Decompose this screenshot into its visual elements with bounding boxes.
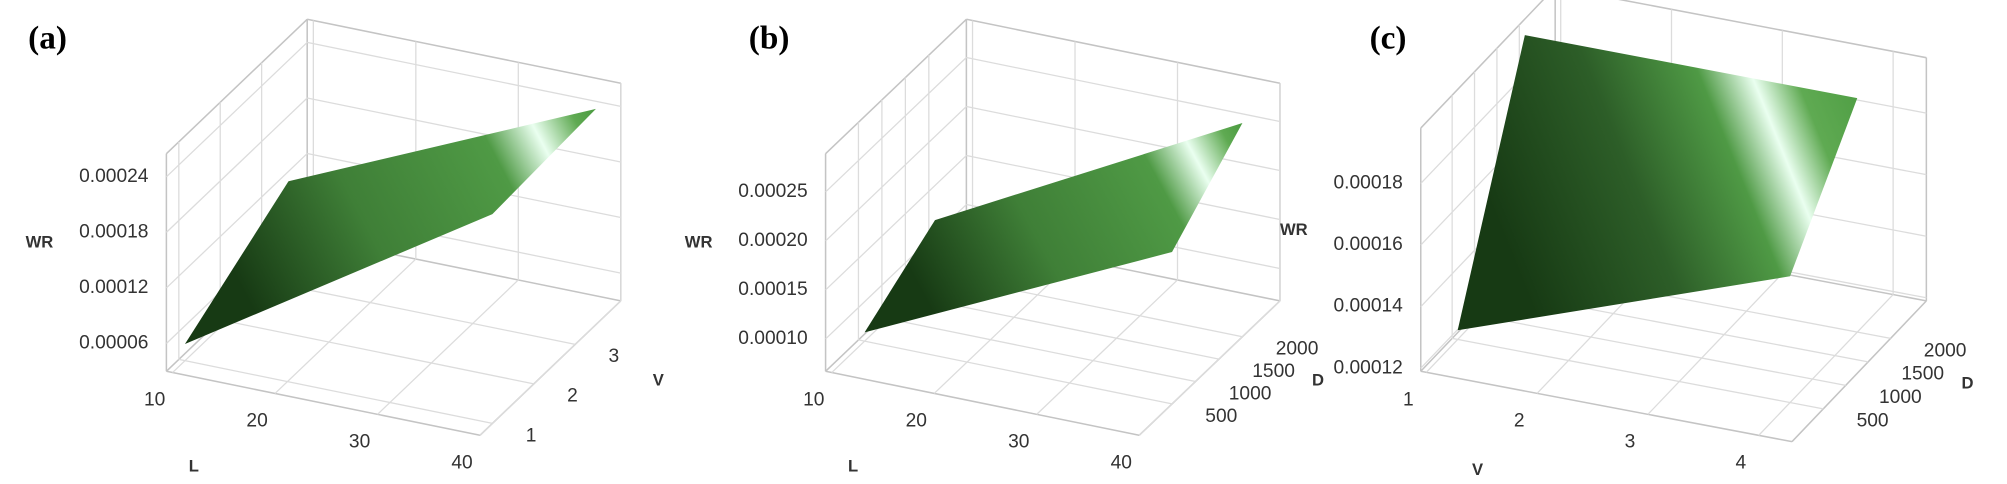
y-tick-label: 3: [609, 346, 620, 367]
y-tick-label: 2000: [1924, 340, 1967, 361]
box-edge: [1791, 300, 1927, 443]
box-edge: [1618, 0, 1927, 59]
surface-plot: 0.00012 0.00014 0.00016 0.00018 1 2 3 4 500 10001…: [1280, 0, 1974, 479]
grid-line: [966, 105, 1281, 172]
x-tick-label: 4: [1735, 453, 1746, 474]
grid-line: [1036, 279, 1178, 415]
grid-line: [858, 339, 1173, 405]
z-tick-label: 0.00012: [1333, 357, 1402, 378]
box-edge: [307, 18, 621, 85]
box-edge: [1420, 0, 1545, 129]
surface-plot: 0.000100.000150.000200.00025102030405001…: [685, 18, 1324, 476]
box-edge: [166, 370, 481, 437]
box-edge: [825, 18, 967, 155]
box-edge: [165, 18, 308, 155]
panel-title: (a): [28, 20, 67, 57]
grid-line: [1647, 273, 1783, 415]
grid-line: [966, 56, 1281, 123]
z-tick-label: 0.00010: [738, 328, 807, 349]
grid-line: [1138, 300, 1281, 436]
y-tick-label: 2: [567, 386, 578, 407]
z-tick-label: 0.00018: [79, 221, 148, 242]
panel-title: (b): [749, 20, 790, 57]
grid-line: [825, 155, 967, 291]
grid-line: [165, 97, 308, 233]
grid-line: [377, 279, 519, 415]
y-tick-label: 500: [1205, 406, 1237, 427]
grid-line: [165, 41, 308, 178]
x-axis-label: L: [848, 457, 858, 476]
grid-line: [479, 300, 622, 436]
z-tick-label: 0.00018: [1333, 173, 1402, 194]
grid-line: [1758, 294, 1894, 436]
grid-line: [165, 153, 308, 289]
grid-line: [307, 41, 621, 108]
z-tick-label: 0.00020: [738, 230, 807, 251]
y-tick-label: 500: [1857, 411, 1889, 432]
z-tick-label: 0.00014: [1333, 296, 1403, 317]
x-axis-label: V: [1472, 460, 1483, 479]
x-tick-label: 20: [246, 411, 267, 432]
z-tick-label: 0.00006: [79, 333, 148, 354]
surface-plot: 0.00006 0.00012 0.00018 0.00024 10 20 30 40 1 2 3 (…: [26, 18, 664, 476]
y-tick-label: 1500: [1901, 364, 1944, 385]
grid-line: [220, 319, 534, 385]
z-tick-label: 0.00015: [738, 279, 807, 300]
y-axis-label: D: [1312, 370, 1324, 389]
x-tick-label: 10: [803, 390, 824, 411]
grid-line: [825, 106, 967, 242]
x-tick-label: 30: [1008, 432, 1029, 453]
z-tick-label: 0.00025: [738, 181, 807, 202]
surface: [184, 108, 596, 345]
grid-line: [881, 316, 1196, 383]
surface: [1457, 35, 1858, 331]
grid-line: [178, 358, 493, 425]
x-tick-label: 2: [1514, 411, 1525, 432]
box-edge: [825, 370, 1140, 437]
panel-title: (c): [1370, 20, 1407, 57]
grid-line: [274, 258, 417, 394]
x-tick-label: 10: [144, 390, 165, 411]
y-axis-label: V: [653, 370, 664, 389]
surface: [864, 123, 1243, 333]
z-tick-label: 0.00024: [79, 166, 149, 187]
grid-line: [1452, 337, 1824, 410]
x-tick-label: 40: [1111, 452, 1132, 473]
z-axis-label: WR: [26, 233, 54, 252]
x-tick-label: 30: [349, 432, 370, 453]
grid-line: [825, 57, 967, 193]
z-tick-label: 0.00016: [1333, 234, 1402, 255]
y-axis-label: D: [1962, 373, 1974, 392]
x-axis-label: L: [189, 457, 199, 476]
x-tick-label: 1: [1403, 390, 1414, 411]
y-tick-label: 1000: [1879, 387, 1922, 408]
z-axis-label: WR: [685, 233, 713, 252]
box-edge: [966, 18, 1281, 85]
x-tick-label: 3: [1625, 432, 1636, 453]
y-tick-label: 2000: [1276, 339, 1319, 360]
y-tick-label: 1000: [1229, 383, 1272, 404]
y-tick-label: 1: [526, 425, 537, 446]
grid-line: [307, 97, 621, 163]
x-tick-label: 20: [906, 411, 927, 432]
grid-line: [261, 279, 576, 345]
y-tick-label: 1500: [1252, 361, 1295, 382]
x-tick-label: 40: [451, 452, 472, 473]
box-edge: [1420, 370, 1793, 443]
z-tick-label: 0.00012: [79, 277, 148, 298]
grid-line: [1474, 314, 1846, 386]
z-axis-label: WR: [1280, 220, 1308, 239]
